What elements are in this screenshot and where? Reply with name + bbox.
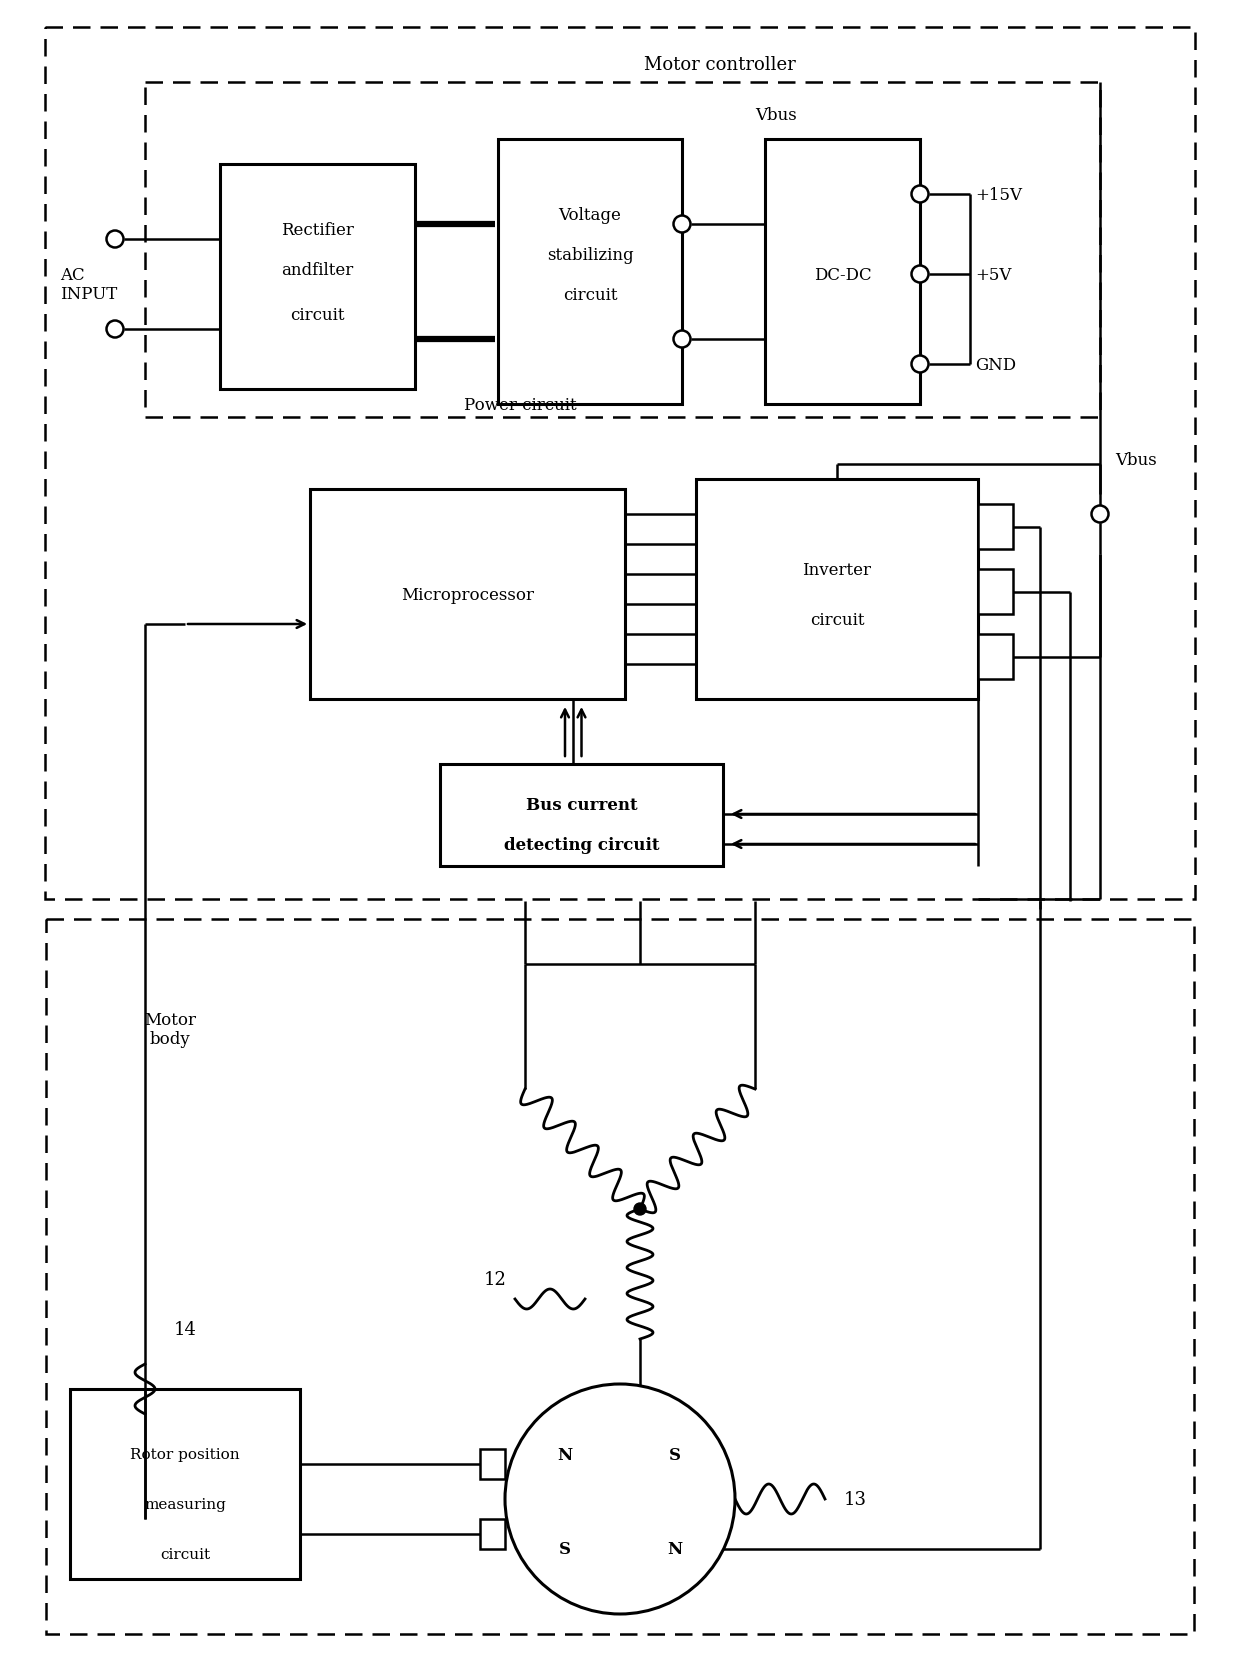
Text: circuit: circuit [290, 306, 345, 323]
Text: Vbus: Vbus [1115, 452, 1157, 468]
Text: 12: 12 [484, 1270, 506, 1288]
Text: Power circuit: Power circuit [464, 397, 577, 413]
Bar [219, 166, 415, 390]
Text: Vbus: Vbus [755, 107, 797, 124]
Bar [480, 1449, 505, 1479]
Circle shape [107, 321, 124, 338]
Circle shape [673, 331, 691, 348]
Bar [696, 480, 978, 699]
Bar [978, 570, 1013, 614]
Bar [978, 634, 1013, 679]
Circle shape [673, 216, 691, 233]
Circle shape [634, 1203, 646, 1215]
Text: Motor controller: Motor controller [644, 55, 796, 74]
Bar [498, 141, 682, 405]
Bar [310, 490, 625, 699]
Bar [440, 765, 723, 867]
Bar [978, 505, 1013, 550]
Bar [69, 1389, 300, 1579]
Bar [145, 84, 1100, 418]
Bar [765, 141, 920, 405]
Text: Inverter: Inverter [802, 560, 872, 579]
Text: +15V: +15V [975, 186, 1022, 204]
Text: Voltage: Voltage [558, 206, 621, 224]
Text: stabilizing: stabilizing [547, 246, 634, 263]
Circle shape [505, 1384, 735, 1614]
Text: Rectifier: Rectifier [281, 221, 353, 238]
Text: DC-DC: DC-DC [813, 266, 872, 283]
Text: S: S [670, 1445, 681, 1462]
Text: Microprocessor: Microprocessor [401, 586, 534, 604]
Text: +5V: +5V [975, 266, 1012, 283]
Text: GND: GND [975, 356, 1016, 373]
Text: 14: 14 [174, 1320, 196, 1338]
Text: andfilter: andfilter [281, 261, 353, 278]
Bar [480, 1519, 505, 1549]
Text: Motor
body: Motor body [144, 1010, 196, 1047]
Text: N: N [667, 1541, 682, 1558]
Text: AC
INPUT: AC INPUT [60, 266, 118, 303]
Text: circuit: circuit [563, 286, 618, 303]
Bar [46, 920, 1194, 1635]
Circle shape [911, 186, 929, 204]
Circle shape [107, 231, 124, 248]
Circle shape [911, 266, 929, 283]
Circle shape [911, 356, 929, 373]
Text: measuring: measuring [144, 1497, 226, 1511]
Text: Bus current: Bus current [526, 796, 637, 813]
Text: S: S [559, 1541, 570, 1558]
Text: Rotor position: Rotor position [130, 1447, 239, 1461]
Text: circuit: circuit [810, 611, 864, 627]
Bar [45, 28, 1195, 900]
Text: N: N [558, 1445, 573, 1462]
Text: 13: 13 [843, 1491, 867, 1507]
Text: detecting circuit: detecting circuit [503, 836, 660, 853]
Text: circuit: circuit [160, 1548, 210, 1561]
Circle shape [1091, 507, 1109, 524]
